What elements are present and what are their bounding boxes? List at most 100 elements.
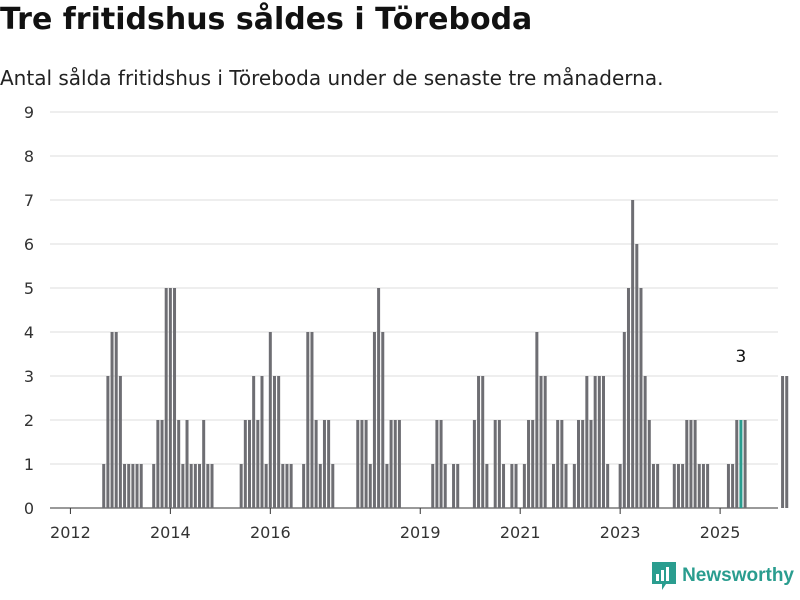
bar bbox=[477, 376, 481, 508]
bar bbox=[322, 420, 326, 508]
x-tick-label: 2025 bbox=[700, 523, 741, 542]
y-tick-label: 4 bbox=[24, 323, 34, 342]
x-tick-label: 2016 bbox=[250, 523, 291, 542]
bar bbox=[593, 376, 597, 508]
bar bbox=[560, 420, 564, 508]
bar bbox=[260, 376, 264, 508]
bar bbox=[443, 464, 447, 508]
bar bbox=[572, 464, 576, 508]
bar bbox=[643, 376, 647, 508]
bar bbox=[685, 420, 689, 508]
bar bbox=[581, 420, 585, 508]
bar bbox=[377, 288, 381, 508]
bar bbox=[672, 464, 676, 508]
bar bbox=[168, 288, 172, 508]
bar bbox=[651, 464, 655, 508]
bar bbox=[439, 420, 443, 508]
bar bbox=[539, 376, 543, 508]
bar bbox=[606, 464, 610, 508]
bar bbox=[701, 464, 705, 508]
chart-subtitle: Antal sålda fritidshus i Töreboda under … bbox=[0, 66, 664, 90]
x-tick-label: 2023 bbox=[600, 523, 641, 542]
bar bbox=[385, 464, 389, 508]
highlight-data-label: 3 bbox=[736, 347, 747, 367]
bar bbox=[531, 420, 535, 508]
bar bbox=[735, 420, 739, 508]
bar bbox=[193, 464, 197, 508]
bar bbox=[510, 464, 514, 508]
bar bbox=[381, 332, 385, 508]
bar bbox=[502, 464, 506, 508]
bar bbox=[681, 464, 685, 508]
bar bbox=[577, 420, 581, 508]
bar bbox=[552, 464, 556, 508]
bar bbox=[368, 464, 372, 508]
bar bbox=[139, 464, 143, 508]
y-tick-label: 5 bbox=[24, 279, 34, 298]
bar bbox=[676, 464, 680, 508]
bar bbox=[127, 464, 131, 508]
x-tick-label: 2019 bbox=[400, 523, 441, 542]
y-tick-label: 0 bbox=[24, 499, 34, 518]
bar bbox=[543, 376, 547, 508]
bar bbox=[264, 464, 268, 508]
bar bbox=[693, 420, 697, 508]
bar bbox=[589, 420, 593, 508]
y-tick-label: 3 bbox=[24, 367, 34, 386]
bar bbox=[626, 288, 630, 508]
bar bbox=[164, 288, 168, 508]
bar bbox=[556, 420, 560, 508]
bar bbox=[485, 464, 489, 508]
bar bbox=[289, 464, 293, 508]
bar bbox=[389, 420, 393, 508]
bar bbox=[522, 464, 526, 508]
bar bbox=[114, 332, 118, 508]
bar bbox=[202, 420, 206, 508]
bar bbox=[277, 376, 281, 508]
bar bbox=[564, 464, 568, 508]
y-tick-label: 8 bbox=[24, 147, 34, 166]
bar bbox=[272, 376, 276, 508]
bar bbox=[364, 420, 368, 508]
bar bbox=[726, 464, 730, 508]
bar bbox=[781, 376, 785, 508]
bar bbox=[397, 420, 401, 508]
bar bbox=[585, 376, 589, 508]
bar bbox=[256, 420, 260, 508]
bar bbox=[481, 376, 485, 508]
bar bbox=[302, 464, 306, 508]
bar bbox=[131, 464, 135, 508]
y-tick-label: 1 bbox=[24, 455, 34, 474]
bar bbox=[452, 464, 456, 508]
bar bbox=[331, 464, 335, 508]
bar bbox=[622, 332, 626, 508]
y-tick-label: 6 bbox=[24, 235, 34, 254]
bar bbox=[647, 420, 651, 508]
bar bbox=[372, 332, 376, 508]
bar bbox=[106, 376, 110, 508]
bar bbox=[160, 420, 164, 508]
bar bbox=[314, 420, 318, 508]
bar bbox=[123, 464, 127, 508]
bar bbox=[393, 420, 397, 508]
bar bbox=[243, 420, 247, 508]
bar bbox=[618, 464, 622, 508]
bar bbox=[281, 464, 285, 508]
bar bbox=[318, 464, 322, 508]
bar bbox=[239, 464, 243, 508]
bar bbox=[152, 464, 156, 508]
bar bbox=[656, 464, 660, 508]
bar bbox=[785, 376, 789, 508]
chart-title: Tre fritidshus såldes i Töreboda bbox=[0, 2, 533, 37]
bar bbox=[198, 464, 202, 508]
bar bbox=[173, 288, 177, 508]
bar bbox=[206, 464, 210, 508]
bar bbox=[597, 376, 601, 508]
bar bbox=[631, 200, 635, 508]
bar bbox=[472, 420, 476, 508]
bar bbox=[252, 376, 256, 508]
x-tick-label: 2021 bbox=[500, 523, 541, 542]
bar bbox=[697, 464, 701, 508]
bar bbox=[493, 420, 497, 508]
